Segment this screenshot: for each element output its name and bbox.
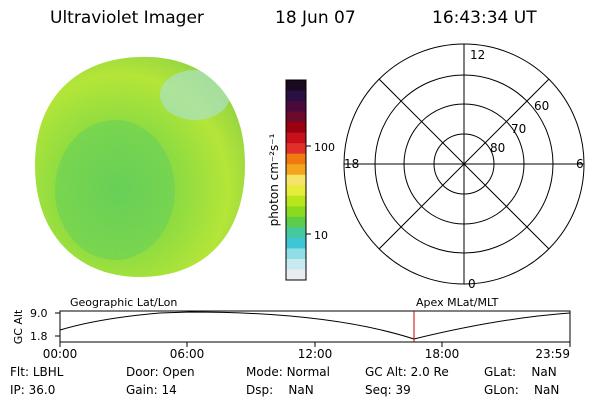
colorbar-label-100: 100 bbox=[314, 141, 335, 154]
colorbar-segment bbox=[286, 101, 306, 113]
colorbar-segment bbox=[286, 174, 306, 186]
uv-image-disk bbox=[35, 56, 245, 278]
mlt-label-0: 0 bbox=[468, 277, 476, 291]
colorbar-segment bbox=[286, 153, 306, 165]
status-glon: GLon: NaN bbox=[484, 383, 560, 397]
status-ip: IP: 36.0 bbox=[10, 383, 56, 397]
colorbar-segment bbox=[286, 258, 306, 270]
colorbar-unit-label: photon cm⁻²s⁻¹ bbox=[267, 133, 281, 226]
colorbar-segment bbox=[286, 80, 306, 92]
status-door: Door: Open bbox=[126, 365, 195, 379]
colorbar-segment bbox=[286, 227, 306, 239]
mlt-label-6: 6 bbox=[576, 157, 584, 171]
colorbar-segment bbox=[286, 122, 306, 134]
strip-x-tick-0000: 00:00 bbox=[43, 347, 78, 361]
strip-x-tick-0600: 06:00 bbox=[170, 347, 205, 361]
colorbar-segment bbox=[286, 248, 306, 260]
lat-label-80: 80 bbox=[490, 141, 505, 155]
strip-x-tick-1200: 12:00 bbox=[298, 347, 333, 361]
colorbar-segment bbox=[286, 206, 306, 218]
colorbar-segment bbox=[286, 185, 306, 197]
strip-y-tick-9: 9.0 bbox=[30, 307, 48, 320]
polar-plot bbox=[343, 43, 585, 285]
colorbar-segment bbox=[286, 195, 306, 207]
mlt-label-18: 18 bbox=[344, 157, 359, 171]
colorbar-label-10: 10 bbox=[314, 229, 328, 242]
instrument-title: Ultraviolet Imager bbox=[50, 8, 204, 28]
status-gain: Gain: 14 bbox=[126, 383, 177, 397]
status-seq: Seq: 39 bbox=[365, 383, 411, 397]
colorbar-segment bbox=[286, 143, 306, 155]
status-mode: Mode: Normal bbox=[246, 365, 330, 379]
strip-right-label: Apex MLat/MLT bbox=[416, 296, 499, 309]
altitude-strip bbox=[55, 310, 571, 347]
colorbar-segment bbox=[286, 132, 306, 144]
status-dsp: Dsp: NaN bbox=[246, 383, 314, 397]
observation-time: 16:43:34 UT bbox=[432, 8, 537, 28]
strip-x-tick-1800: 18:00 bbox=[425, 347, 460, 361]
observation-date: 18 Jun 07 bbox=[275, 8, 356, 28]
strip-left-label: Geographic Lat/Lon bbox=[70, 296, 177, 309]
status-gc-alt: GC Alt: 2.0 Re bbox=[365, 365, 449, 379]
colorbar-segment bbox=[286, 237, 306, 249]
colorbar bbox=[286, 80, 306, 281]
status-filter: Flt: LBHL bbox=[10, 365, 64, 379]
colorbar-segment bbox=[286, 216, 306, 228]
strip-y-axis-label: GC Alt bbox=[12, 309, 25, 344]
colorbar-segment bbox=[286, 111, 306, 123]
mlt-label-12: 12 bbox=[470, 48, 485, 62]
colorbar-frame bbox=[285, 79, 307, 281]
strip-y-tick-1.8: 1.8 bbox=[30, 330, 48, 343]
colorbar-segment bbox=[286, 90, 306, 102]
colorbar-segment bbox=[286, 269, 306, 281]
colorbar-segment bbox=[286, 164, 306, 176]
lat-label-70: 70 bbox=[511, 122, 526, 136]
status-glat: GLat: NaN bbox=[484, 365, 557, 379]
strip-x-tick-2359: 23:59 bbox=[535, 347, 570, 361]
lat-label-60: 60 bbox=[534, 99, 549, 113]
